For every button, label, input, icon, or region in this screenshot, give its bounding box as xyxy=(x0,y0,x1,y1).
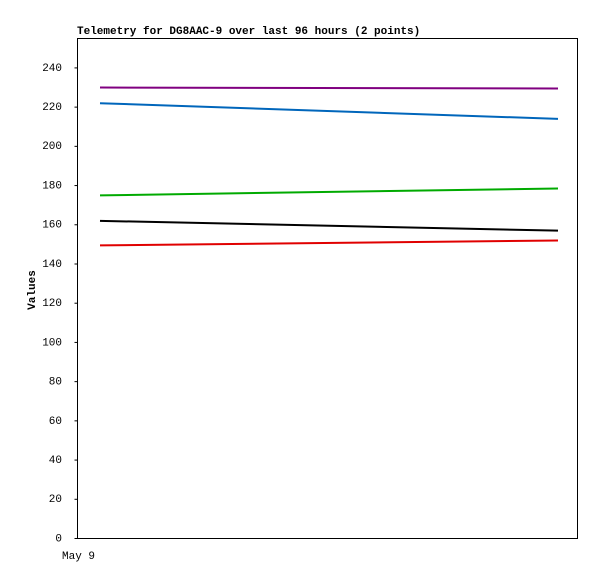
y-tick-label: 160 xyxy=(42,220,62,232)
y-tick-label: 0 xyxy=(55,533,62,545)
y-tick-label: 180 xyxy=(42,180,62,192)
y-tick-label: 80 xyxy=(49,377,62,389)
y-tick-label: 200 xyxy=(42,141,62,153)
series-line xyxy=(99,187,559,197)
chart-title: Telemetry for DG8AAC-9 over last 96 hour… xyxy=(77,26,420,38)
series-line xyxy=(99,102,559,120)
y-tick-label: 100 xyxy=(42,337,62,349)
plot-frame xyxy=(77,38,578,539)
y-axis-label: Values xyxy=(27,270,39,310)
y-tick-label: 240 xyxy=(42,63,62,75)
y-tick-label: 20 xyxy=(49,494,62,506)
series-line xyxy=(99,219,559,232)
y-tick-label: 60 xyxy=(49,416,62,428)
x-tick-label: May 9 xyxy=(62,551,95,563)
y-tick-label: 40 xyxy=(49,455,62,467)
y-tick-label: 140 xyxy=(42,259,62,271)
y-tick-label: 220 xyxy=(42,102,62,114)
series-line xyxy=(99,239,559,247)
series-line xyxy=(99,86,559,90)
y-tick-label: 120 xyxy=(42,298,62,310)
